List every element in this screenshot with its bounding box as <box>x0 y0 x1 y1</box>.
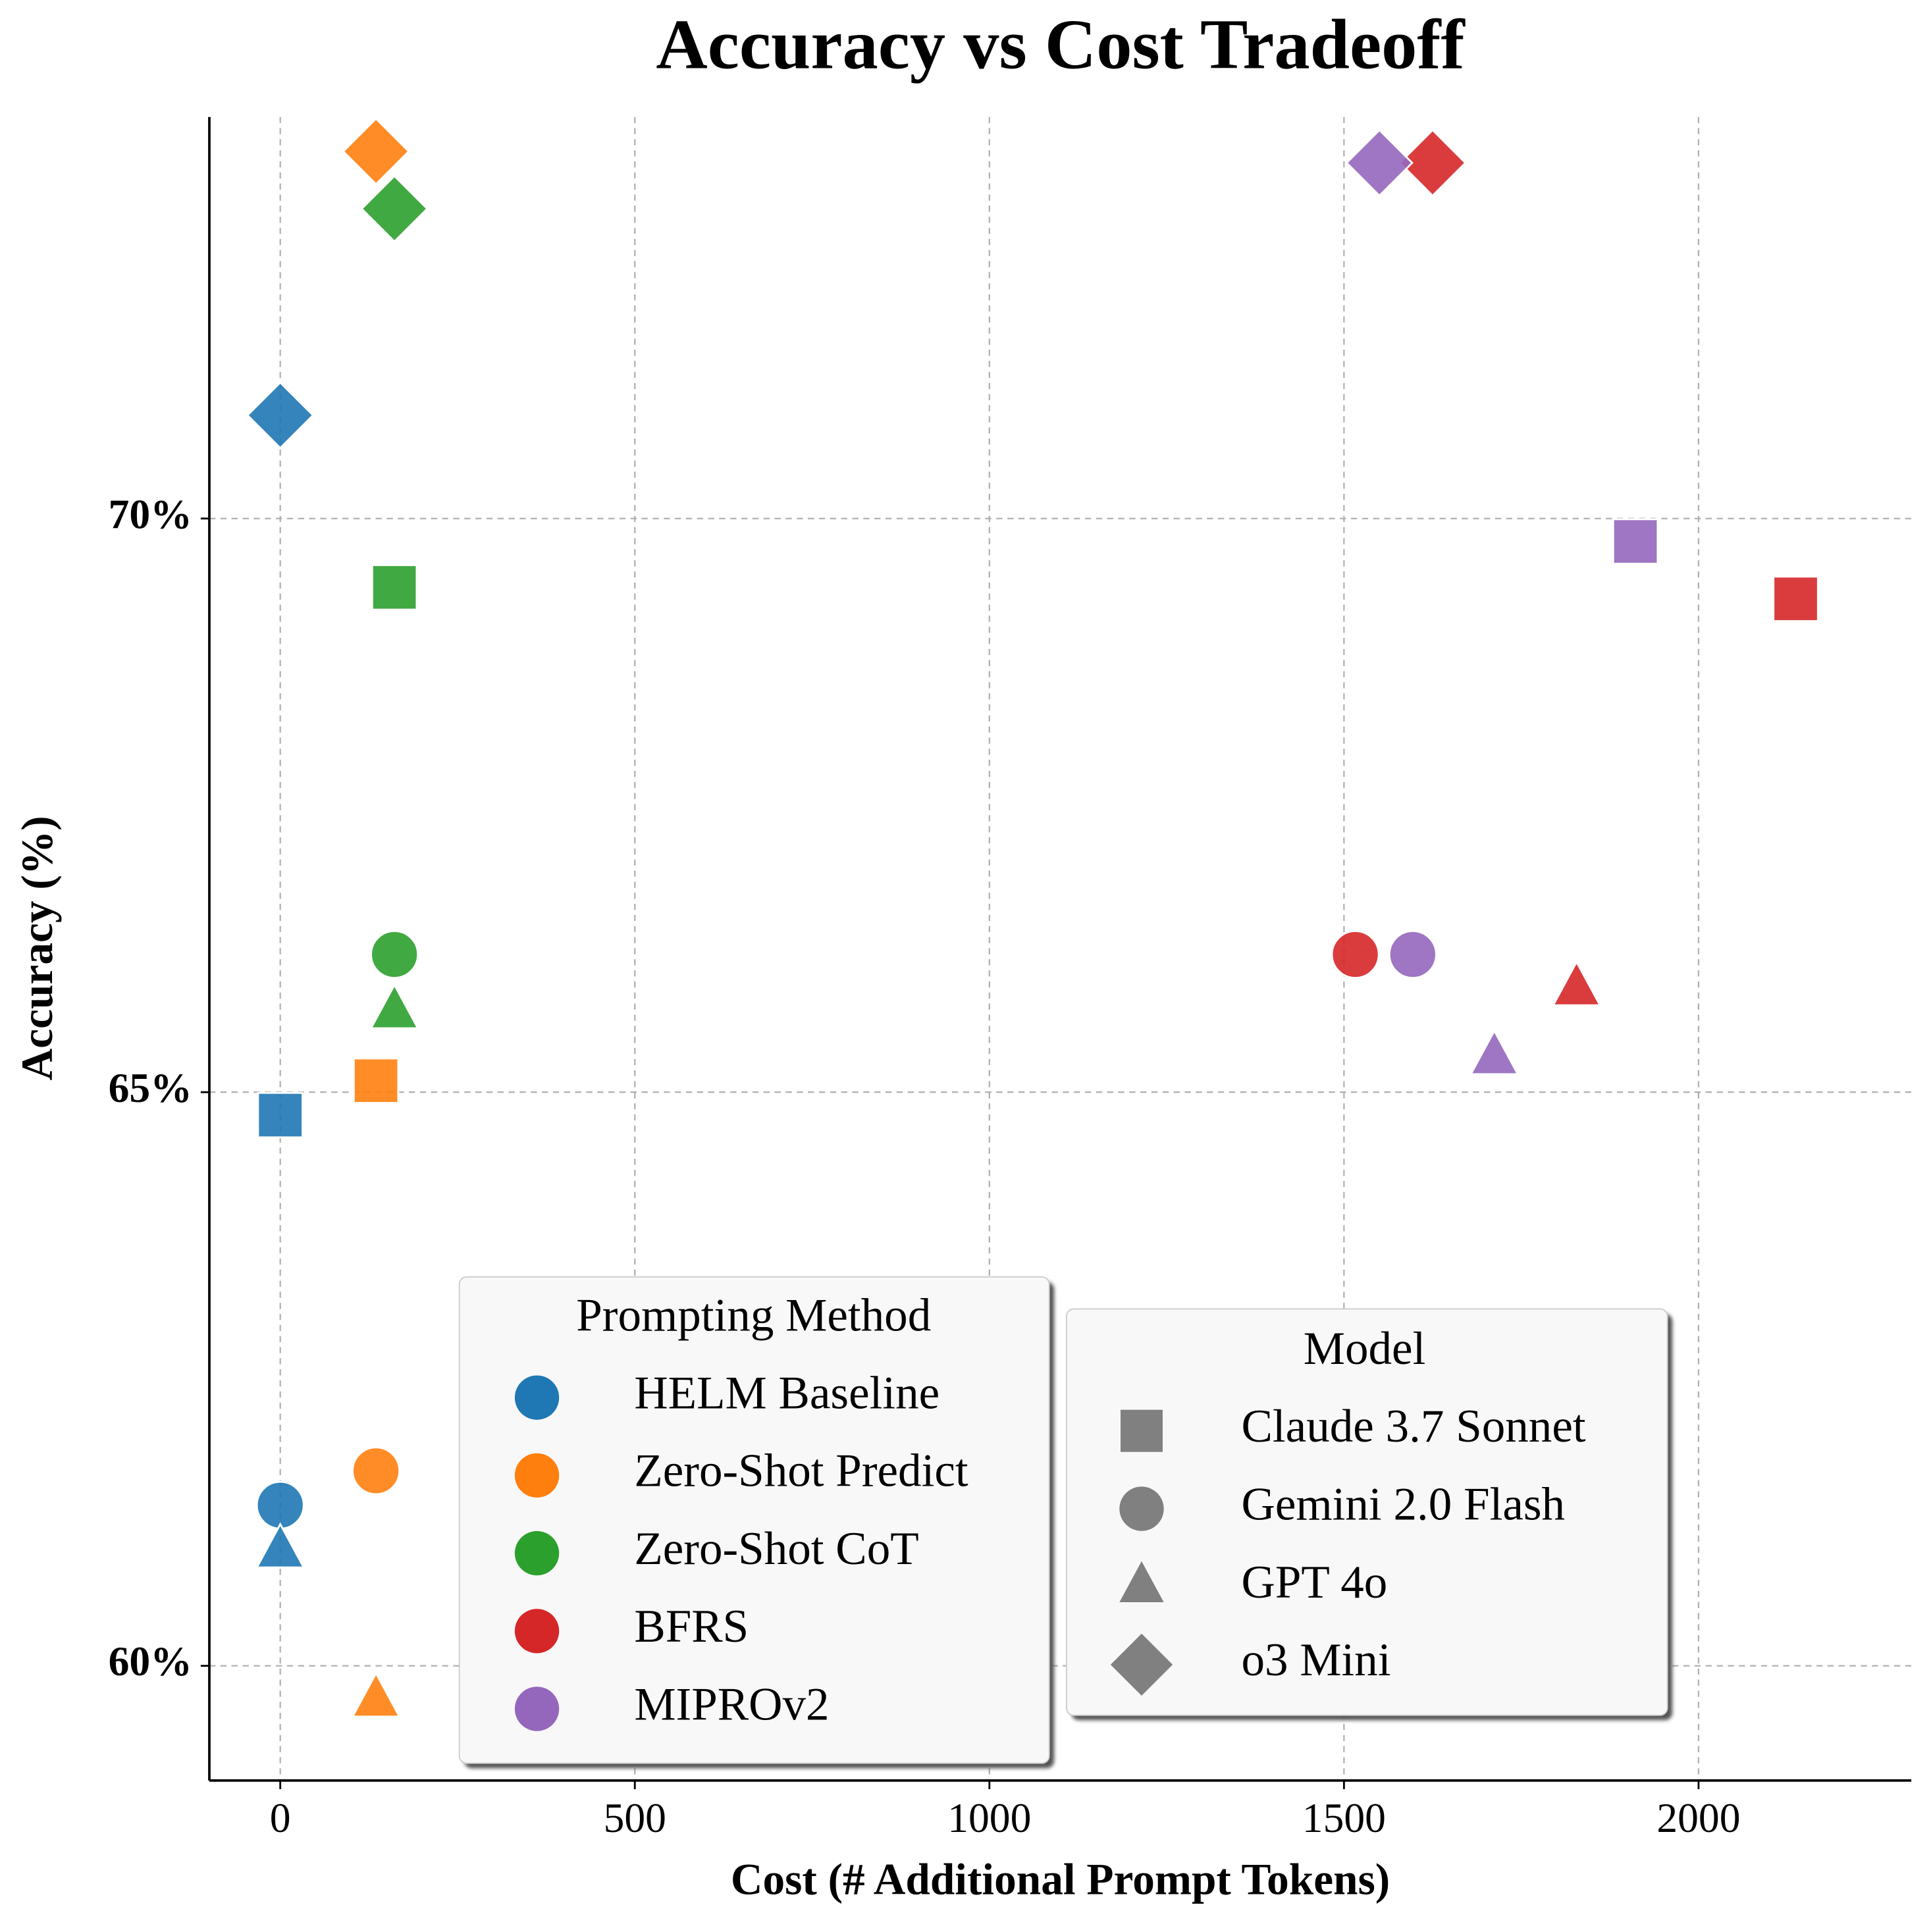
legend-label: Zero-Shot Predict <box>634 1446 968 1497</box>
triangle-marker <box>369 983 420 1030</box>
legend-label: Claude 3.7 Sonnet <box>1242 1401 1586 1452</box>
legend-title: Model <box>1304 1323 1426 1374</box>
x-tick-label: 2000 <box>1656 1794 1740 1841</box>
x-tick-label: 500 <box>604 1794 666 1841</box>
diamond-marker <box>246 381 315 450</box>
square-marker <box>1612 518 1659 565</box>
circle-marker <box>1331 930 1380 979</box>
square-marker <box>352 1057 400 1104</box>
triangle-marker <box>351 1671 402 1718</box>
circle-marker <box>352 1446 401 1496</box>
diamond-marker <box>342 117 410 186</box>
legend-label: MIPROv2 <box>634 1679 829 1730</box>
method-legend: Prompting Method HELM Baseline Zero-Shot … <box>458 1276 1055 1769</box>
y-axis-label: Accuracy (%) <box>13 816 62 1080</box>
diamond-marker <box>360 174 429 243</box>
triangle-marker <box>1551 960 1602 1006</box>
square-marker <box>1772 575 1819 622</box>
circle-marker <box>370 930 419 979</box>
marks <box>246 117 1819 1718</box>
legend-swatch <box>514 1453 560 1498</box>
legend-swatch <box>514 1609 560 1654</box>
square-marker <box>371 564 418 611</box>
chart-title: Accuracy vs Cost Tradeoff <box>656 5 1466 84</box>
circle-marker <box>1119 1486 1164 1531</box>
model-legend: Model Claude 3.7 Sonnet Gemini 2.0 Flash G… <box>1065 1308 1673 1721</box>
x-axis-label: Cost (# Additional Prompt Tokens) <box>731 1854 1390 1904</box>
y-tick-label: 60% <box>109 1638 192 1684</box>
legend-swatch <box>514 1686 560 1731</box>
legend-swatch <box>514 1375 560 1420</box>
legend-label: BFRS <box>634 1601 749 1652</box>
square-marker <box>1121 1409 1163 1452</box>
x-tick-label: 1500 <box>1302 1794 1386 1841</box>
triangle-marker <box>1469 1029 1520 1076</box>
diamond-marker <box>1398 128 1467 197</box>
x-tick-label: 1000 <box>947 1794 1031 1841</box>
circle-marker <box>255 1480 305 1530</box>
y-tick-label: 70% <box>109 490 192 537</box>
legend-box <box>1065 1308 1668 1716</box>
legend-label: HELM Baseline <box>634 1367 939 1419</box>
x-tick-label: 0 <box>270 1794 291 1841</box>
diamond-marker <box>1345 128 1414 197</box>
legend-label: GPT 4o <box>1242 1557 1388 1608</box>
legend-label: Gemini 2.0 Flash <box>1242 1478 1566 1530</box>
diamond-marker <box>1110 1633 1173 1696</box>
legend-swatch <box>514 1530 560 1576</box>
legend-label: o3 Mini <box>1242 1634 1391 1686</box>
triangle-marker <box>1119 1561 1164 1603</box>
circle-marker <box>1388 930 1437 979</box>
legend-box <box>458 1276 1050 1764</box>
legend-title: Prompting Method <box>576 1290 931 1342</box>
legend-label: Zero-Shot CoT <box>634 1523 918 1575</box>
y-tick-label: 65% <box>109 1064 192 1111</box>
square-marker <box>257 1091 304 1139</box>
triangle-marker <box>255 1522 305 1569</box>
